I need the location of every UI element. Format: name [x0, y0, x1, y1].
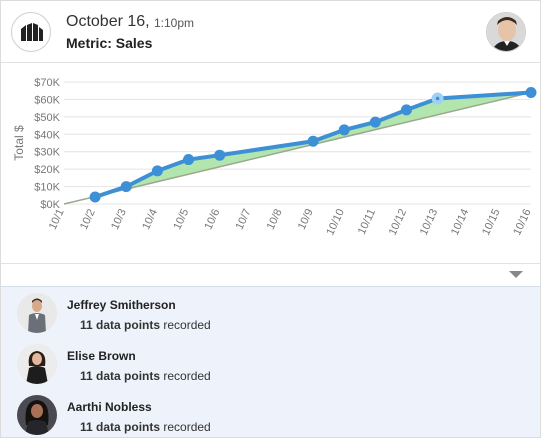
- chevron-down-icon[interactable]: [509, 271, 523, 278]
- x-tick-label: 10/4: [140, 207, 160, 231]
- y-tick-label: $40K: [34, 129, 60, 141]
- data-point: [214, 149, 226, 161]
- y-tick-label: $20K: [34, 164, 60, 176]
- x-tick-label: 10/6: [202, 207, 222, 231]
- metric-label: Metric: Sales: [66, 35, 153, 51]
- user-data-count: 11 data points recorded: [80, 369, 211, 383]
- user-avatar-icon[interactable]: [486, 12, 526, 52]
- data-point: [400, 104, 412, 116]
- x-tick-label: 10/2: [78, 207, 98, 231]
- user-name: Aarthi Nobless: [67, 400, 152, 414]
- user-name: Elise Brown: [67, 349, 136, 363]
- users-panel: Jeffrey Smitherson 11 data points record…: [1, 286, 540, 437]
- data-point: [120, 181, 132, 193]
- y-tick-label: $30K: [34, 147, 60, 159]
- x-tick-label: 10/10: [324, 207, 347, 237]
- expand-bar[interactable]: [1, 263, 540, 286]
- data-point: [369, 116, 381, 128]
- data-point: [89, 191, 101, 203]
- x-tick-label: 10/14: [449, 207, 472, 237]
- data-point-highlight-center: [435, 96, 440, 101]
- y-tick-label: $10K: [34, 182, 60, 194]
- x-tick-label: 10/12: [387, 207, 410, 237]
- y-tick-label: $0K: [40, 199, 60, 211]
- trend-line: [63, 91, 532, 205]
- card-header: October 16, 1:10pm Metric: Sales: [1, 1, 540, 63]
- x-tick-label: 10/11: [356, 207, 378, 236]
- chart-svg: $0K $10K $20K $30K $40K $50K $60K $70K Total $ 10…: [12, 77, 537, 237]
- x-tick-label: 10/5: [171, 207, 191, 231]
- sales-chart: $0K $10K $20K $30K $40K $50K $60K $70K Total $ 10…: [1, 63, 540, 263]
- x-tick-label: 10/7: [234, 207, 254, 231]
- user-row[interactable]: Elise Brown 11 data points recorded: [1, 338, 540, 388]
- user-avatar-icon: [17, 395, 57, 435]
- user-data-count: 11 data points recorded: [80, 318, 211, 332]
- user-data-count: 11 data points recorded: [80, 420, 211, 434]
- y-tick-label: $70K: [34, 77, 60, 89]
- x-tick-label: 10/8: [265, 207, 285, 231]
- user-avatar-icon: [17, 344, 57, 384]
- data-point: [525, 86, 537, 98]
- data-point: [183, 154, 195, 166]
- x-tick-label: 10/15: [480, 207, 503, 237]
- data-point: [307, 135, 319, 147]
- user-row[interactable]: Jeffrey Smitherson 11 data points record…: [1, 287, 540, 337]
- data-point: [338, 124, 350, 136]
- user-avatar-icon: [17, 293, 57, 333]
- x-tick-label: 10/3: [109, 207, 129, 231]
- time-text: 1:10pm: [154, 16, 195, 30]
- x-tick-label: 10/16: [511, 207, 534, 237]
- data-point: [151, 165, 163, 177]
- y-tick-label: $60K: [34, 94, 60, 106]
- x-tick-label: 10/9: [296, 207, 316, 231]
- user-row[interactable]: Aarthi Nobless 11 data points recorded: [1, 389, 540, 439]
- y-tick-label: $50K: [34, 112, 60, 124]
- building-logo-icon: [11, 12, 51, 52]
- y-axis-label: Total $: [12, 125, 26, 161]
- x-tick-label: 10/13: [418, 207, 441, 237]
- date-text: October 16,: [66, 13, 150, 30]
- user-name: Jeffrey Smitherson: [67, 298, 176, 312]
